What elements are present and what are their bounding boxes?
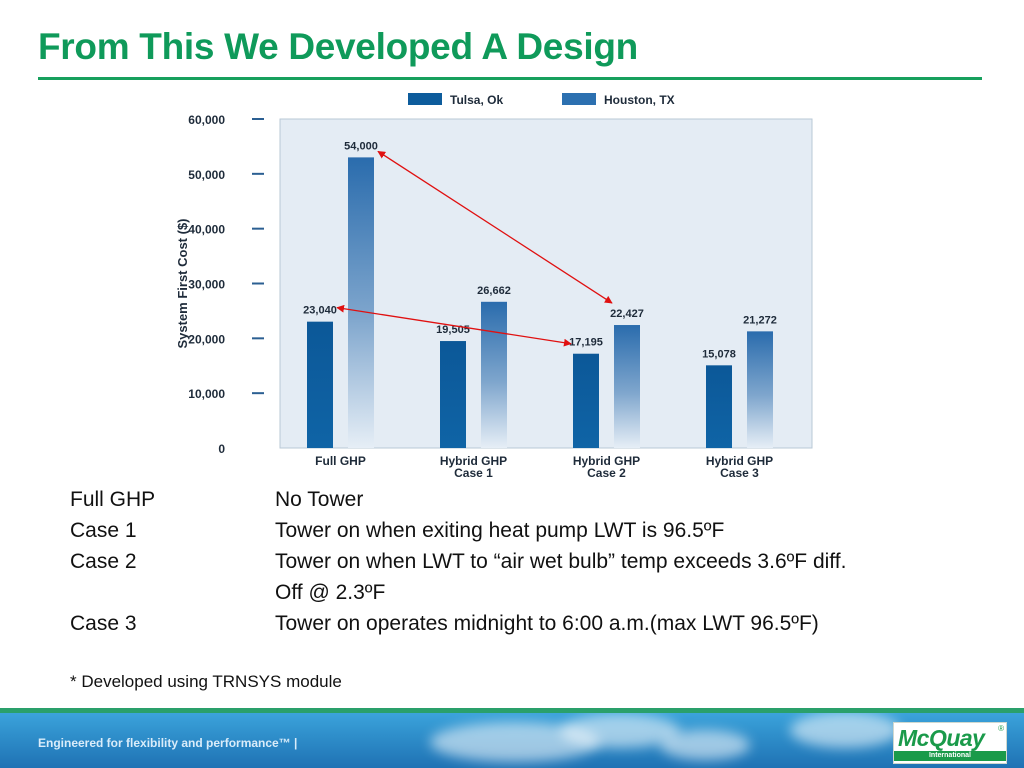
x-category-label: Hybrid GHP bbox=[573, 454, 640, 468]
data-label: 21,272 bbox=[743, 314, 777, 326]
registered-mark: ® bbox=[998, 724, 1004, 733]
note-description: Tower on when exiting heat pump LWT is 9… bbox=[275, 519, 725, 542]
data-label: 15,078 bbox=[702, 348, 736, 360]
mcquay-logo: McQuay ® International bbox=[893, 722, 1007, 764]
y-tick-label: 10,000 bbox=[188, 387, 225, 401]
footer-banner: Engineered for flexibility and performan… bbox=[0, 708, 1024, 768]
title-divider bbox=[38, 77, 982, 80]
note-term: Case 3 bbox=[70, 612, 137, 635]
data-label: 54,000 bbox=[344, 140, 378, 152]
logo-subtitle: International bbox=[894, 751, 1006, 761]
x-category-label: Hybrid GHP bbox=[440, 454, 507, 468]
case-notes: Full GHP No Tower Case 1 Tower on when e… bbox=[70, 484, 846, 639]
y-tick-label: 0 bbox=[218, 442, 225, 456]
bar-tulsa bbox=[440, 341, 466, 448]
x-category-label: Case 1 bbox=[454, 466, 493, 480]
note-term: Case 2 bbox=[70, 550, 137, 573]
note-description: Off @ 2.3ºF bbox=[275, 581, 386, 604]
x-category-label: Full GHP bbox=[315, 454, 366, 468]
note-row: Full GHP No Tower bbox=[70, 484, 846, 515]
y-tick-label: 30,000 bbox=[188, 278, 225, 292]
bar-houston bbox=[348, 157, 374, 448]
bar-houston bbox=[481, 301, 507, 448]
note-row: Off @ 2.3ºF bbox=[70, 577, 846, 608]
legend-swatch-tulsa bbox=[408, 93, 442, 105]
note-term: Case 1 bbox=[70, 519, 137, 542]
x-category-label: Case 2 bbox=[587, 466, 626, 480]
slide-title: From This We Developed A Design bbox=[38, 26, 638, 67]
bar-chart: 0 10,000 20,000 30,000 40,000 50,000 60,000 Sys… bbox=[175, 93, 813, 480]
bar-houston bbox=[747, 331, 773, 448]
note-description: Tower on when LWT to “air wet bulb” temp… bbox=[275, 550, 847, 573]
x-category-label: Hybrid GHP bbox=[706, 454, 773, 468]
note-term: Full GHP bbox=[70, 488, 156, 511]
note-description: Tower on operates midnight to 6:00 a.m.(… bbox=[275, 612, 819, 635]
y-tick-label: 50,000 bbox=[188, 168, 225, 182]
footnote: * Developed using TRNSYS module bbox=[70, 672, 342, 691]
note-row: Case 2 Tower on when LWT to “air wet bul… bbox=[70, 546, 846, 577]
cloud-decoration bbox=[660, 730, 750, 760]
cloud-decoration bbox=[790, 712, 900, 748]
legend-swatch-houston bbox=[562, 93, 596, 105]
legend-label: Tulsa, Ok bbox=[450, 93, 503, 107]
note-row: Case 3 Tower on operates midnight to 6:0… bbox=[70, 608, 846, 639]
data-label: 17,195 bbox=[569, 337, 603, 349]
bar-tulsa bbox=[573, 353, 599, 448]
data-label: 26,662 bbox=[477, 285, 511, 297]
note-description: No Tower bbox=[275, 488, 364, 511]
bar-tulsa bbox=[706, 365, 732, 448]
bar-houston bbox=[614, 325, 640, 448]
x-category-label: Case 3 bbox=[720, 466, 759, 480]
data-label: 22,427 bbox=[610, 308, 644, 320]
bar-tulsa bbox=[307, 321, 333, 448]
footer-tagline: Engineered for flexibility and performan… bbox=[38, 736, 298, 750]
y-tick-label: 60,000 bbox=[188, 113, 225, 127]
footer-green-band bbox=[0, 708, 1024, 713]
y-tick-label: 40,000 bbox=[188, 223, 225, 237]
y-tick-label: 20,000 bbox=[188, 332, 225, 346]
comparison-arrow bbox=[336, 304, 572, 347]
logo-wordmark: McQuay bbox=[898, 725, 985, 751]
comparison-arrow bbox=[377, 150, 613, 304]
y-axis-label: System First Cost ($) bbox=[175, 218, 190, 348]
data-label: 23,040 bbox=[303, 305, 337, 317]
note-row: Case 1 Tower on when exiting heat pump L… bbox=[70, 515, 846, 546]
note-term bbox=[70, 577, 275, 608]
legend-label: Houston, TX bbox=[604, 93, 675, 107]
